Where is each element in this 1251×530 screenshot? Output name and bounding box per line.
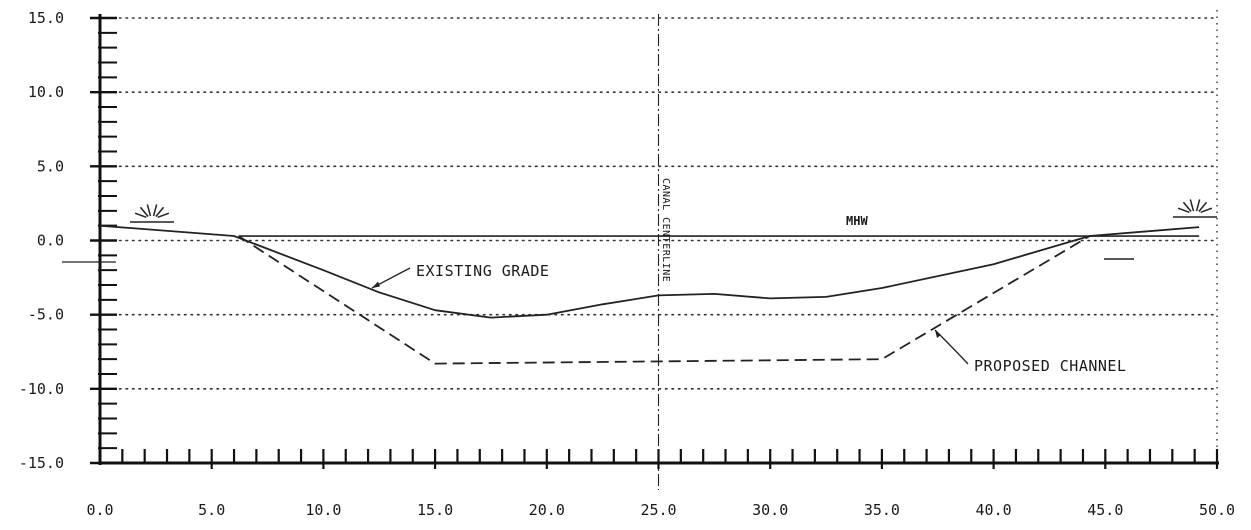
y-tick-label: 10.0 <box>28 83 64 101</box>
x-tick-label: 50.0 <box>1199 501 1235 519</box>
sunburst-ray <box>157 212 170 219</box>
canal-centerline-label: CANAL CENTERLINE <box>660 178 671 282</box>
sunburst-ray <box>152 204 158 217</box>
sunburst-ray <box>134 212 147 219</box>
x-tick-label: 25.0 <box>640 501 676 519</box>
proposed-channel-label: PROPOSED CHANNEL <box>974 357 1127 375</box>
grid-lines <box>99 10 1218 490</box>
x-tick-label: 5.0 <box>198 501 225 519</box>
sunburst-ray <box>139 206 149 217</box>
y-tick-label: 0.0 <box>37 232 64 250</box>
y-tick-label: -5.0 <box>28 306 64 324</box>
existing-grade-label: EXISTING GRADE <box>416 262 549 280</box>
x-tick-label: 0.0 <box>86 501 113 519</box>
proposed-channel-arrowhead <box>935 330 941 338</box>
x-tick-label: 30.0 <box>752 501 788 519</box>
sunburst-ray <box>1195 199 1201 212</box>
sunburst-ray <box>1200 207 1213 214</box>
sunburst-ray <box>1177 207 1190 214</box>
sunburst-ray <box>1189 199 1195 212</box>
x-tick-label: 35.0 <box>864 501 900 519</box>
x-tick-label: 10.0 <box>305 501 341 519</box>
x-tick-label: 15.0 <box>417 501 453 519</box>
x-tick-label: 40.0 <box>976 501 1012 519</box>
right-bank-symbol <box>1173 199 1217 218</box>
sunburst-ray <box>146 204 152 217</box>
x-tick-label: 45.0 <box>1087 501 1123 519</box>
sunburst-ray <box>1198 201 1208 212</box>
proposed-channel-line <box>238 235 1091 365</box>
y-tick-label: -10.0 <box>19 380 64 398</box>
profile-lines <box>99 224 1200 365</box>
y-tick-label: -15.0 <box>19 454 64 472</box>
sunburst-ray <box>155 206 165 217</box>
left-bank-symbol <box>130 204 174 223</box>
sunburst-ray <box>1182 201 1192 212</box>
axes: 15.0 10.0 5.0 0.0 -5.0 -10.0 -15.0 0.0 5.0 10.0 15… <box>19 9 1235 519</box>
decorations <box>62 199 1217 365</box>
existing-grade-line <box>99 224 1200 319</box>
y-tick-label: 15.0 <box>28 9 64 27</box>
y-tick-label: 5.0 <box>37 157 64 175</box>
x-tick-label: 20.0 <box>529 501 565 519</box>
existing-grade-arrowhead <box>372 281 380 288</box>
mhw-label: MHW <box>846 214 868 228</box>
